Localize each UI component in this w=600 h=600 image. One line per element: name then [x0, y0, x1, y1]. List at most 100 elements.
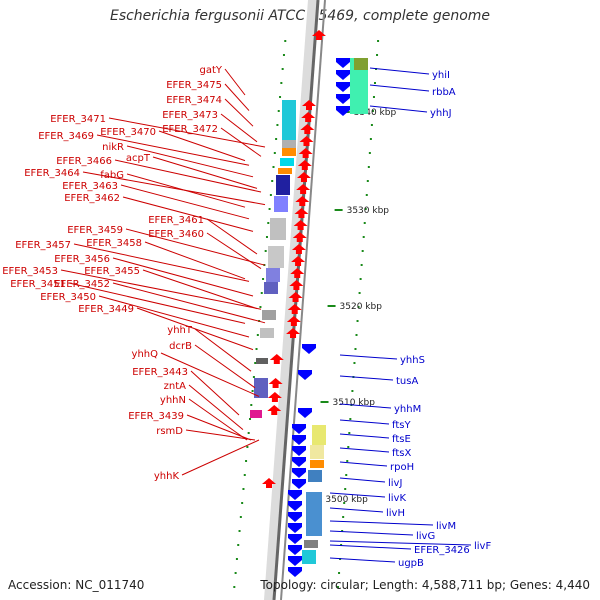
leader-line	[339, 403, 392, 409]
leader-line	[369, 105, 428, 113]
backbone-line-2	[280, 0, 326, 600]
leader-line	[112, 282, 266, 324]
leader-line	[329, 530, 414, 536]
gene-label-gatY: gatY	[199, 65, 222, 76]
leader-line	[220, 113, 258, 143]
track-dot	[265, 236, 268, 238]
track-dot	[337, 586, 340, 588]
forward-arrow	[295, 196, 310, 206]
gene-label-zntA: zntA	[164, 381, 187, 392]
leader-line	[329, 492, 386, 498]
scale-label: 3500 kbp	[325, 495, 368, 505]
reverse-arrow	[292, 457, 306, 467]
gene-block	[256, 358, 268, 364]
gene-block	[282, 100, 296, 140]
gene-label-EFER_3451: EFER_3451	[10, 279, 66, 290]
gene-label-EFER_3449: EFER_3449	[78, 304, 134, 315]
track-dot	[362, 236, 365, 238]
scale-label: 3520 kbp	[340, 302, 383, 312]
leader-line	[206, 232, 262, 270]
track-dot	[276, 124, 279, 126]
track-dot	[243, 474, 246, 476]
leader-line	[181, 439, 260, 476]
track-dot	[246, 446, 249, 448]
topology-label: Topology: circular; Length: 4,588,711 bp…	[260, 578, 590, 592]
reverse-arrow	[292, 479, 306, 489]
forward-arrow	[296, 184, 311, 194]
track-dot	[351, 390, 354, 392]
track-dot	[369, 138, 372, 140]
track-dot	[254, 362, 257, 364]
gene-label-livF: livF	[474, 541, 491, 552]
leader-line	[122, 196, 254, 232]
gene-label-EFER_3471: EFER_3471	[50, 114, 106, 125]
gene-block	[350, 58, 368, 114]
gene-label-livH: livH	[386, 508, 405, 519]
gene-label-yhiI: yhiI	[432, 70, 450, 81]
reverse-arrow	[288, 512, 302, 522]
leader-line	[120, 184, 250, 220]
leader-line	[96, 134, 250, 166]
gene-block	[354, 58, 368, 70]
track-dot	[281, 68, 284, 70]
leader-line	[114, 159, 262, 193]
gene-label-tusA: tusA	[396, 376, 418, 387]
track-dot	[284, 40, 287, 42]
gene-label-EFER_3439: EFER_3439	[128, 411, 184, 422]
reverse-arrow	[292, 446, 306, 456]
leader-line	[108, 117, 266, 148]
gene-label-EFER_3460: EFER_3460	[148, 229, 204, 240]
track-dot	[376, 54, 379, 56]
gene-label-fabG: fabG	[100, 170, 124, 181]
track-dot	[368, 152, 371, 154]
leader-line	[329, 540, 472, 546]
forward-arrow	[291, 244, 306, 254]
leader-line	[206, 218, 258, 255]
gene-block	[282, 140, 296, 148]
leader-line	[160, 352, 260, 397]
gene-label-EFER_3426: EFER_3426	[414, 545, 470, 556]
track-dot	[275, 138, 278, 140]
gene-label-livM: livM	[436, 521, 456, 532]
track-dot	[235, 558, 238, 560]
track-dot	[343, 502, 346, 504]
track-dot	[370, 124, 373, 126]
track-dot	[282, 54, 285, 56]
forward-arrow	[294, 208, 309, 218]
gene-label-EFER_3459: EFER_3459	[67, 225, 123, 236]
reverse-arrow	[302, 344, 316, 354]
track-dot	[238, 530, 241, 532]
track-dot	[267, 222, 270, 224]
gene-label-acpT: acpT	[126, 153, 151, 164]
gene-label-EFER_3470: EFER_3470	[100, 127, 156, 138]
track-dot	[247, 432, 250, 434]
gene-label-EFER_3474: EFER_3474	[166, 95, 222, 106]
track-dot	[348, 432, 351, 434]
leader-line	[152, 156, 258, 189]
reverse-arrow	[298, 408, 312, 418]
track-dot	[349, 418, 352, 420]
gene-block	[308, 470, 322, 482]
track-dot	[340, 544, 343, 546]
gene-label-livG: livG	[416, 531, 435, 542]
reverse-arrow	[288, 501, 302, 511]
leader-line	[188, 398, 248, 441]
leader-line	[144, 241, 246, 280]
gene-block	[254, 378, 268, 398]
leader-line	[224, 98, 254, 127]
track-dot	[272, 166, 275, 168]
track-dot	[360, 264, 363, 266]
leader-line	[339, 447, 390, 453]
gene-label-EFER_3475: EFER_3475	[166, 80, 222, 91]
gene-label-ugpB: ugpB	[398, 558, 424, 569]
gene-block	[302, 550, 316, 564]
leader-line	[98, 295, 250, 338]
reverse-arrow	[288, 545, 302, 555]
gene-block	[312, 425, 326, 445]
gene-track	[250, 30, 368, 577]
track-dot	[260, 292, 263, 294]
reverse-arrow	[336, 70, 350, 80]
leader-line	[185, 429, 256, 441]
forward-arrow	[286, 316, 301, 326]
track-dot	[245, 460, 248, 462]
